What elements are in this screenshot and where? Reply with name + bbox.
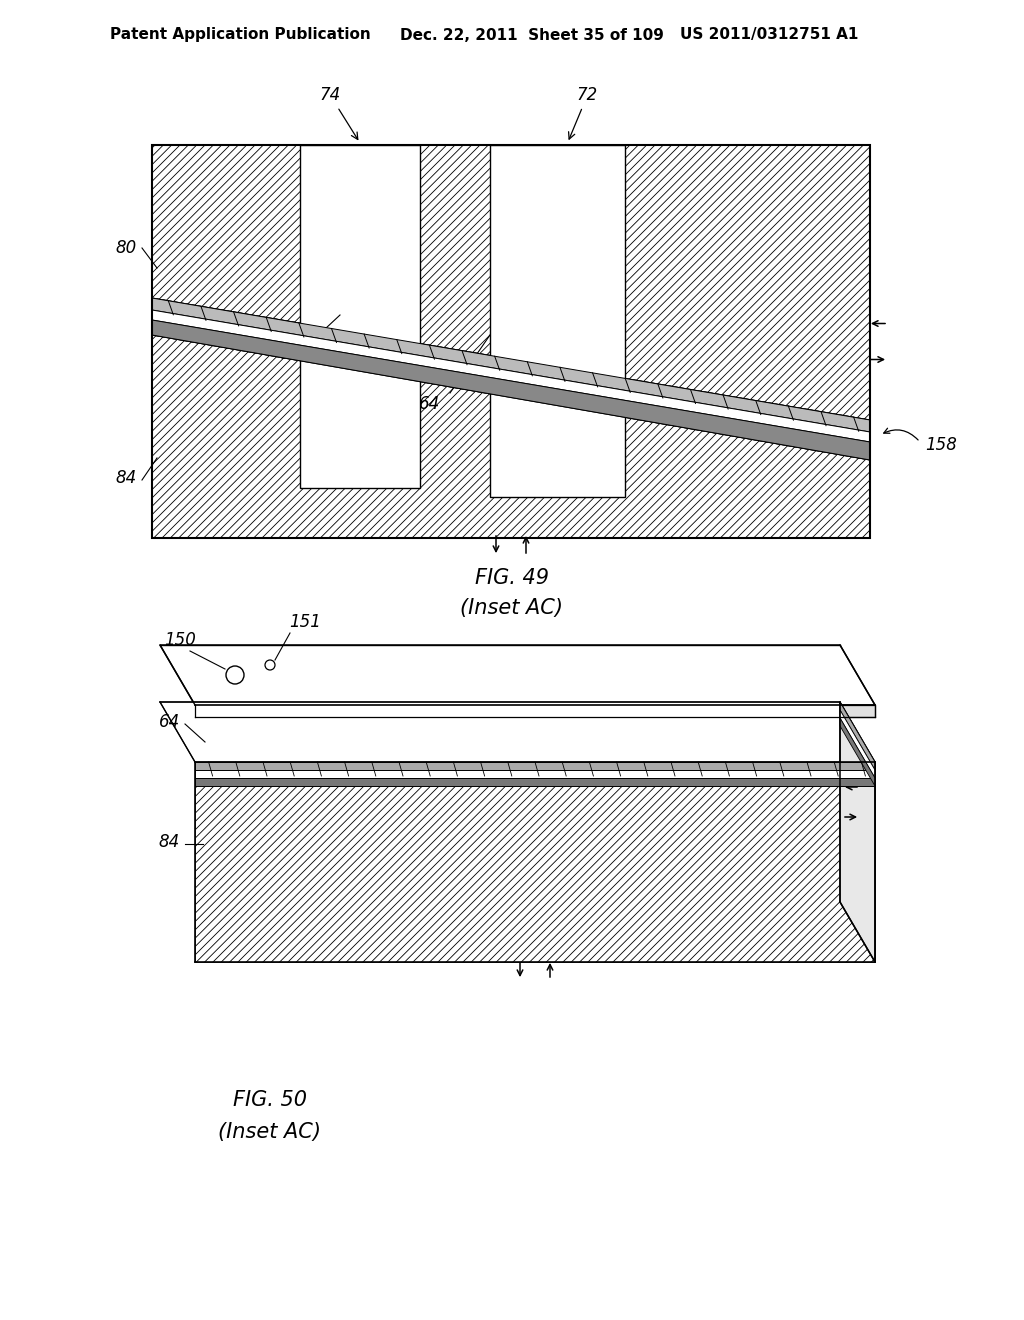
- Text: 64: 64: [420, 395, 440, 413]
- Text: (Inset AC): (Inset AC): [461, 598, 563, 618]
- Text: 158: 158: [480, 768, 512, 785]
- Polygon shape: [840, 702, 874, 770]
- Polygon shape: [840, 718, 874, 785]
- Polygon shape: [152, 319, 870, 459]
- Polygon shape: [195, 770, 874, 777]
- Polygon shape: [152, 145, 870, 420]
- Polygon shape: [195, 705, 874, 717]
- Polygon shape: [490, 145, 625, 496]
- Polygon shape: [195, 762, 874, 962]
- Text: 80: 80: [116, 239, 137, 257]
- Text: FIG. 49: FIG. 49: [475, 568, 549, 587]
- Text: US 2011/0312751 A1: US 2011/0312751 A1: [680, 28, 858, 42]
- Polygon shape: [300, 145, 420, 488]
- Text: 84: 84: [116, 469, 137, 487]
- Text: Dec. 22, 2011  Sheet 35 of 109: Dec. 22, 2011 Sheet 35 of 109: [400, 28, 664, 42]
- Text: 64: 64: [159, 713, 180, 731]
- Text: 64: 64: [280, 345, 301, 363]
- Text: 84: 84: [159, 833, 180, 851]
- Polygon shape: [152, 310, 870, 442]
- Polygon shape: [840, 702, 874, 962]
- Polygon shape: [152, 335, 870, 539]
- Polygon shape: [160, 645, 874, 705]
- Polygon shape: [195, 777, 874, 785]
- Text: 158: 158: [925, 436, 956, 454]
- Text: FIG. 50: FIG. 50: [233, 1090, 307, 1110]
- Circle shape: [226, 667, 244, 684]
- Polygon shape: [152, 298, 870, 432]
- Text: (Inset AC): (Inset AC): [218, 1122, 322, 1142]
- Polygon shape: [840, 710, 874, 777]
- Polygon shape: [160, 702, 874, 762]
- Circle shape: [265, 660, 275, 671]
- Text: Patent Application Publication: Patent Application Publication: [110, 28, 371, 42]
- Text: 72: 72: [568, 86, 598, 139]
- Polygon shape: [195, 762, 874, 770]
- Text: 74: 74: [319, 86, 357, 140]
- Text: 151: 151: [289, 612, 321, 631]
- Text: 150: 150: [164, 631, 196, 649]
